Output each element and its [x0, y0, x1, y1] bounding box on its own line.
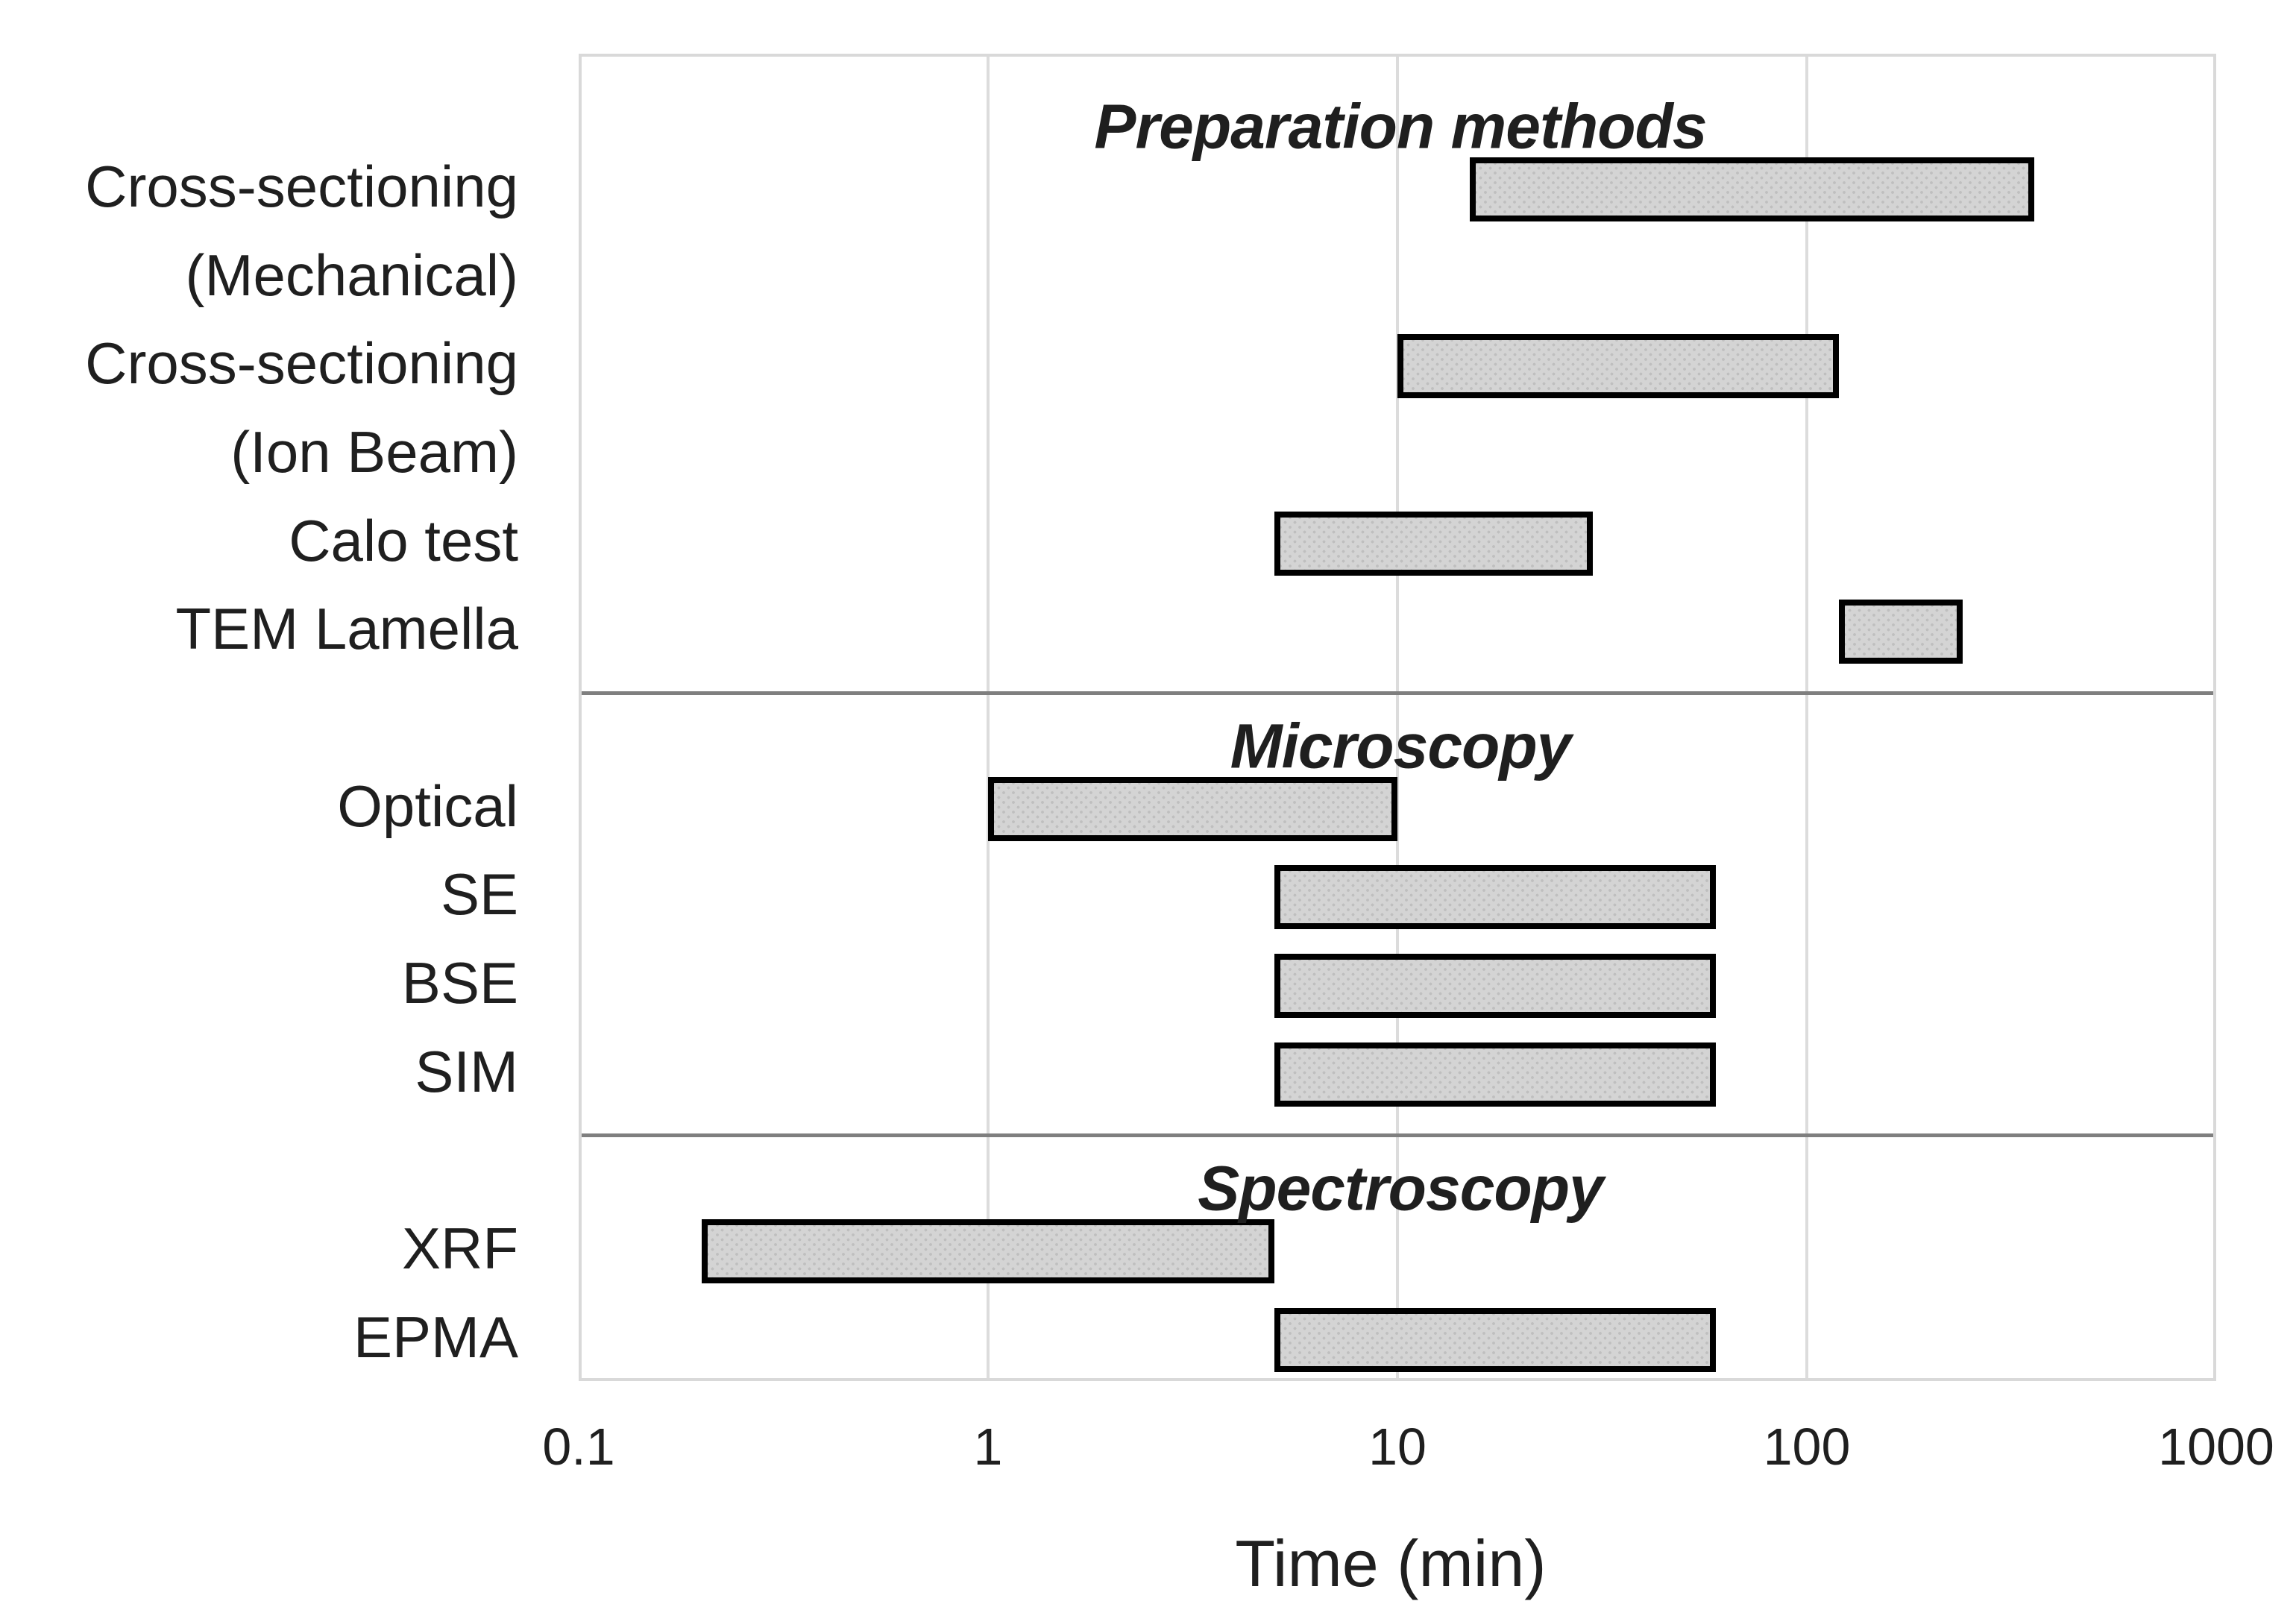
gridline-10 — [1396, 57, 1399, 1378]
category-label-optical: Optical — [337, 773, 518, 839]
category-label-tem-lamella: TEM Lamella — [175, 596, 518, 662]
category-label-sim: SIM — [415, 1038, 518, 1104]
bar-bse — [1274, 954, 1717, 1018]
category-label-xrf: XRF — [402, 1216, 518, 1281]
x-tick-1000: 1000 — [2158, 1418, 2274, 1476]
category-label-mechanical: (Mechanical) — [185, 242, 518, 308]
x-tick-10: 10 — [1368, 1418, 1427, 1476]
bar-epma — [1274, 1307, 1717, 1372]
x-tick-100: 100 — [1763, 1418, 1851, 1476]
category-label-calo-test: Calo test — [289, 507, 518, 573]
category-label-cross-sectioning: Cross-sectioning — [85, 330, 518, 397]
gridline-100 — [1805, 57, 1808, 1378]
section-title-spectroscopy: Spectroscopy — [1198, 1153, 1604, 1224]
bar-cross-sectioning-ion-beam — [1397, 334, 1840, 399]
category-label-ion-beam: (Ion Beam) — [230, 419, 518, 485]
section-title-microscopy: Microscopy — [1230, 711, 1572, 782]
category-label-se: SE — [440, 861, 518, 928]
bar-optical — [988, 776, 1397, 841]
bar-se — [1274, 865, 1717, 930]
x-axis-title: Time (min) — [1235, 1526, 1547, 1600]
gridline-1 — [987, 57, 990, 1378]
category-label-epma: EPMA — [353, 1303, 518, 1370]
bar-cross-sectioning-mechanical — [1469, 157, 2035, 221]
bar-xrf — [702, 1219, 1274, 1283]
plot-area: Preparation methods Microscopy Spectroscop… — [579, 54, 2216, 1381]
bar-calo-test — [1274, 511, 1593, 576]
x-tick-1: 1 — [973, 1418, 1003, 1476]
separator-after-preparation-methods — [582, 691, 2213, 695]
category-label-bse: BSE — [401, 950, 518, 1016]
category-label-cross-sectioning: Cross-sectioning — [85, 154, 518, 219]
bar-tem-lamella — [1839, 600, 1963, 664]
bar-sim — [1274, 1042, 1717, 1107]
section-title-preparation-methods: Preparation methods — [1094, 91, 1707, 162]
separator-after-microscopy — [582, 1133, 2213, 1137]
x-tick-0.1: 0.1 — [542, 1418, 615, 1476]
